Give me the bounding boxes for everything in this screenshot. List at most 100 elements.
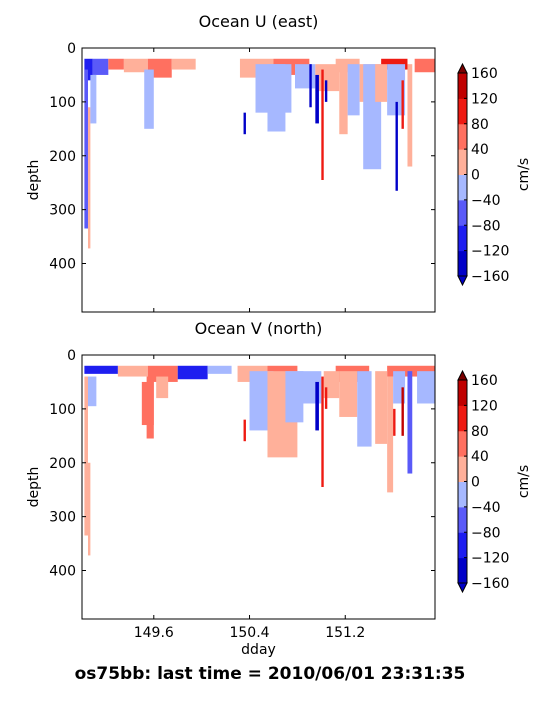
colorbar-tick-label: −40 bbox=[471, 193, 501, 209]
heatmap-cell bbox=[147, 365, 178, 382]
heatmap-cell bbox=[84, 365, 118, 374]
heatmap-cell bbox=[375, 371, 388, 444]
y-tick-label: 100 bbox=[49, 95, 76, 111]
colorbar-tick-label: 160 bbox=[471, 66, 498, 82]
heatmap-cell bbox=[294, 64, 316, 89]
colorbar-bin bbox=[458, 250, 467, 277]
heatmap-cell bbox=[207, 365, 232, 374]
colorbar-extend-min bbox=[457, 582, 468, 594]
colorbar-bin bbox=[458, 380, 467, 406]
colorbar: −160 −120 −80 −40 0 40 80 120 160 cm/s bbox=[457, 62, 532, 287]
heatmap-cell bbox=[84, 69, 88, 229]
heatmap-cell bbox=[171, 58, 196, 70]
heatmap-cell bbox=[387, 64, 406, 116]
colorbar-bin bbox=[458, 98, 467, 125]
colorbar-tick-label: −160 bbox=[471, 269, 509, 285]
heatmap-cells bbox=[84, 365, 435, 556]
colorbar-bin bbox=[458, 149, 467, 175]
colorbar-bin bbox=[458, 557, 467, 584]
colorbar-bin bbox=[458, 123, 467, 150]
axes-frame bbox=[81, 354, 436, 620]
x-tick-label: 151.2 bbox=[325, 625, 365, 641]
chart-title: Ocean U (east) bbox=[199, 12, 319, 31]
colorbar-extend-max bbox=[457, 62, 468, 74]
colorbar-bin bbox=[458, 174, 467, 201]
heatmap-cell bbox=[267, 64, 286, 132]
heatmap-cell bbox=[309, 64, 312, 108]
heatmap-cell bbox=[123, 58, 148, 73]
y-tick-label: 0 bbox=[67, 41, 76, 57]
heatmap-cell bbox=[315, 381, 319, 431]
colorbar-bin bbox=[458, 430, 467, 457]
heatmap-cell bbox=[401, 387, 404, 436]
heatmap-cell bbox=[321, 376, 324, 487]
heatmap-cell bbox=[108, 58, 124, 70]
y-tick-label: 100 bbox=[49, 402, 76, 418]
heatmap-cell bbox=[315, 74, 319, 124]
heatmap-cells bbox=[84, 58, 435, 249]
heatmap-cell bbox=[321, 69, 324, 180]
colorbar-tick-label: 160 bbox=[471, 373, 498, 389]
y-tick-label: 200 bbox=[49, 149, 76, 165]
heatmap-cell bbox=[144, 69, 154, 129]
x-axis-label: dday bbox=[241, 642, 276, 658]
y-tick-label: 400 bbox=[49, 564, 76, 580]
heatmap-cell bbox=[87, 462, 91, 556]
heatmap-cell bbox=[375, 64, 388, 102]
colorbar-tick-label: −120 bbox=[471, 551, 509, 567]
colorbar-extend-min bbox=[457, 275, 468, 287]
colorbar-tick-label: −160 bbox=[471, 576, 509, 592]
colorbar-label: cm/s bbox=[516, 158, 532, 191]
y-tick-label: 300 bbox=[49, 203, 76, 219]
colorbar-tick-label: 120 bbox=[471, 398, 498, 414]
heatmap-cell bbox=[84, 376, 88, 536]
heatmap-cell bbox=[339, 64, 348, 135]
heatmap-cell bbox=[347, 64, 360, 116]
y-tick-label: 200 bbox=[49, 456, 76, 472]
colorbar-tick-label: −80 bbox=[471, 218, 501, 234]
colorbar-bin bbox=[458, 405, 467, 432]
heatmap-cell bbox=[323, 371, 340, 399]
colorbar-tick-label: 40 bbox=[471, 142, 489, 158]
colorbar-bin bbox=[458, 456, 467, 482]
colorbar-tick-label: −80 bbox=[471, 525, 501, 541]
y-tick-label: 400 bbox=[49, 257, 76, 273]
panel-ocean-u: Ocean U (east)0100200300400depth−160−120… bbox=[26, 12, 532, 313]
y-axis-label: depth bbox=[26, 467, 42, 508]
colorbar-tick-label: −120 bbox=[471, 244, 509, 260]
colorbar-bin bbox=[458, 481, 467, 508]
chart-title: Ocean V (north) bbox=[195, 319, 323, 338]
heatmap-cell bbox=[393, 371, 406, 404]
x-tick-label: 150.4 bbox=[229, 625, 269, 641]
heatmap-cell bbox=[407, 371, 413, 474]
heatmap-cell bbox=[90, 74, 97, 124]
heatmap-cell bbox=[357, 371, 372, 447]
heatmap-cell bbox=[324, 387, 328, 409]
heatmap-cell bbox=[407, 64, 413, 167]
heatmap-cell bbox=[381, 58, 408, 70]
colorbar-tick-label: 80 bbox=[471, 117, 489, 133]
heatmap-cell bbox=[417, 371, 435, 404]
colorbar-bin bbox=[458, 199, 467, 226]
colorbar-label: cm/s bbox=[516, 465, 532, 498]
heatmap-cell bbox=[156, 376, 169, 399]
colorbar-tick-label: 0 bbox=[471, 168, 480, 184]
colorbar-bin bbox=[458, 225, 467, 252]
x-tick-label: 149.6 bbox=[134, 625, 174, 641]
heatmap-cell bbox=[146, 376, 154, 439]
heatmap-cell bbox=[117, 365, 148, 377]
colorbar-extend-max bbox=[457, 369, 468, 381]
heatmap-cell bbox=[243, 112, 246, 135]
heatmap-cell bbox=[339, 371, 358, 417]
heatmap-cell bbox=[84, 58, 93, 81]
heatmap-cell bbox=[324, 80, 328, 102]
heatmap-cell bbox=[401, 80, 404, 129]
colorbar-tick-label: 120 bbox=[471, 91, 498, 107]
colorbar-tick-label: 0 bbox=[471, 475, 480, 491]
colorbar-bin bbox=[458, 506, 467, 533]
heatmap-cell bbox=[87, 376, 97, 407]
colorbar: −160 −120 −80 −40 0 40 80 120 160 cm/s bbox=[457, 369, 532, 594]
heatmap-cell bbox=[387, 376, 394, 493]
heatmap-cell bbox=[243, 419, 246, 442]
